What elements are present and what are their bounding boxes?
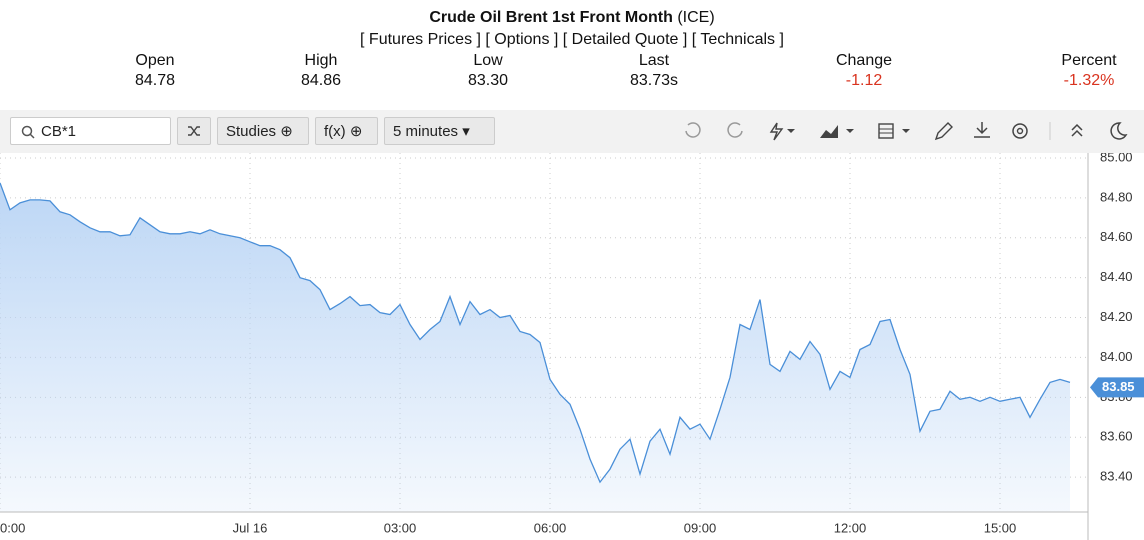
interval-button[interactable]: 5 minutes ▾ — [384, 117, 495, 145]
area — [0, 182, 1070, 512]
y-tick-label: 84.60 — [1100, 229, 1133, 244]
quote-cell: Open 84.78 — [95, 51, 215, 91]
symbol-search[interactable]: CB*1 — [10, 117, 171, 145]
quote-value: 83.30 — [467, 72, 509, 89]
fx: f(x) — [324, 123, 346, 140]
quote-value: 84.78 — [134, 72, 176, 89]
interval: 5 minutes — [393, 123, 459, 140]
x-tick-label: 03:00 — [384, 520, 417, 535]
x-tick-label: 09:00 — [684, 520, 717, 535]
link[interactable]: [ Options ] — [485, 31, 559, 48]
y-tick-label: 83.40 — [1100, 469, 1133, 484]
quote-cell: High 84.86 — [261, 51, 381, 91]
y-tick-label: 85.00 — [1100, 153, 1133, 164]
y-tick-label: 84.20 — [1100, 309, 1133, 324]
fx-button[interactable]: f(x) ⊕ — [315, 117, 378, 145]
quote-header: Crude Oil Brent 1st Front Month (ICE) [ … — [0, 0, 1144, 110]
toolbar-icons — [685, 122, 1128, 141]
quote-label: Low — [473, 52, 503, 69]
exchange: (ICE) — [677, 9, 715, 26]
price-badge-label: 83.85 — [1102, 379, 1135, 394]
link[interactable]: [ Futures Prices ] — [360, 31, 481, 48]
quote-label: Open — [135, 52, 175, 69]
studies: Studies — [226, 123, 277, 140]
quote-cell: Percent -1.32% — [1029, 51, 1144, 91]
x-tick-label: 06:00 — [534, 520, 567, 535]
links: [ Futures Prices ] [ Options ] [ Detaile… — [0, 31, 1144, 49]
symbol: CB*1 — [41, 123, 77, 140]
link[interactable]: [ Detailed Quote ] — [562, 31, 688, 48]
studies-button[interactable]: Studies ⊕ — [217, 117, 309, 145]
quote-label: Percent — [1061, 52, 1117, 69]
title: Crude Oil Brent 1st Front Month — [429, 9, 673, 26]
quote-value: 84.86 — [300, 72, 342, 89]
search-icon — [21, 125, 35, 139]
y-tick-label: 84.80 — [1100, 189, 1133, 204]
quote-label: Last — [638, 52, 670, 69]
y-tick-label: 84.40 — [1100, 269, 1133, 284]
quote-label: Change — [835, 52, 893, 69]
x-tick-label: 12:00 — [834, 520, 867, 535]
quote-value: -1.12 — [845, 72, 883, 89]
title-line: Crude Oil Brent 1st Front Month (ICE) — [0, 9, 1144, 27]
y-tick-label: 84.00 — [1100, 349, 1133, 364]
quote-cell: Last 83.73s — [594, 51, 714, 91]
compare-button[interactable] — [177, 117, 211, 145]
quote-value: 83.73s — [629, 72, 679, 89]
x-tick-label: Jul 16 — [233, 520, 268, 535]
quote-value: -1.32% — [1063, 72, 1115, 89]
quote-cell: Low 83.30 — [428, 51, 548, 91]
shuffle-icon — [188, 126, 200, 136]
quote-label: High — [304, 52, 338, 69]
y-tick-label: 83.60 — [1100, 429, 1133, 444]
price-badge — [1090, 377, 1144, 398]
chart: 83.4083.6083.8084.0084.2084.4084.6084.80… — [0, 153, 1144, 540]
x-tick-label: 15:00 — [984, 520, 1017, 535]
price-line — [0, 182, 1071, 484]
x-tick-label: 0:00 — [0, 520, 25, 535]
link[interactable]: [ Technicals ] — [691, 31, 784, 48]
toolbar: CB*1 Studies ⊕ f(x) ⊕ 5 minutes ▾ — [0, 110, 1144, 153]
quote-cell: Change -1.12 — [804, 51, 924, 91]
